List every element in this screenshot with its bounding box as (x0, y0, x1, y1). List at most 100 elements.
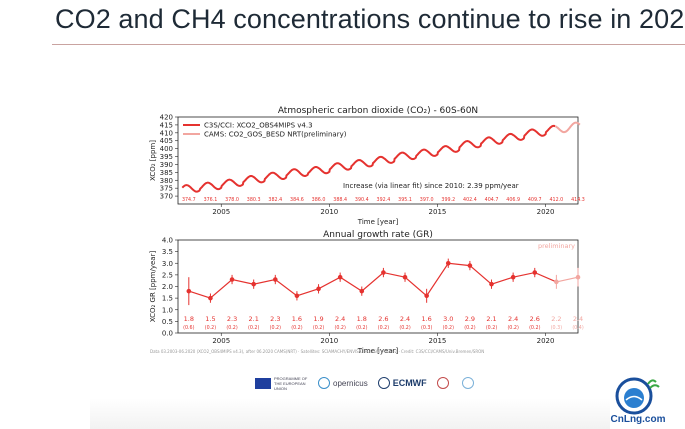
gr-y-tick-label: 1.5 (162, 295, 173, 303)
co2-annual-mean-label: 414.3 (571, 197, 585, 203)
gr-value-label: 2.4 (400, 315, 410, 323)
gr-uncertainty-label: (0.2) (356, 325, 368, 331)
gr-x-tick-label: 2015 (429, 337, 447, 345)
co2-annual-mean-label: 404.7 (485, 197, 499, 203)
gr-data-point (337, 274, 343, 280)
gr-value-label: 2.4 (335, 315, 345, 323)
gr-x-tick-label: 2010 (320, 337, 338, 345)
copernicus-icon (318, 377, 330, 389)
co2-annual-mean-label: 412.0 (550, 197, 564, 203)
co2-annual-mean-label: 378.0 (225, 197, 239, 203)
co2-y-tick-label: 390 (160, 161, 173, 169)
co2-annual-mean-label: 380.3 (247, 197, 261, 203)
gr-uncertainty-label: (0.2) (334, 325, 346, 331)
gr-uncertainty-label: (0.2) (399, 325, 411, 331)
gr-uncertainty-label: (0.3) (421, 325, 433, 331)
co2-x-tick-label: 2005 (212, 208, 230, 216)
co2-annual-mean-label: 376.1 (204, 197, 218, 203)
co2-y-tick-label: 415 (160, 121, 173, 129)
gr-data-point (402, 274, 408, 280)
partner-2-icon (461, 377, 474, 389)
footer-logos: PROGRAMME OF THE EUROPEAN UNION opernicu… (255, 372, 495, 394)
co2-series-obs4mips-line (181, 124, 556, 193)
gr-value-label: 2.3 (227, 315, 237, 323)
gr-x-axis-label: Time [year] (357, 347, 399, 355)
copernicus-logo: opernicus (318, 377, 368, 389)
co2-y-tick-label: 385 (160, 169, 173, 177)
co2-y-tick-label: 420 (160, 114, 173, 122)
gr-value-label: 1.6 (421, 315, 431, 323)
gr-data-point (294, 293, 300, 299)
gr-data-point (510, 274, 516, 280)
gr-value-label: 3.0 (443, 315, 453, 323)
gr-chart-title: Annual growth rate (GR) (323, 230, 433, 240)
gr-y-tick-label: 2.5 (162, 271, 173, 279)
co2-x-tick-label: 2010 (320, 208, 338, 216)
gr-uncertainty-label: (0.2) (443, 325, 455, 331)
co2-plot-area (177, 116, 579, 205)
gr-value-label: 2.4 (508, 315, 518, 323)
co2-x-tick-label: 2020 (537, 208, 555, 216)
gr-data-point (208, 295, 213, 301)
gr-value-label: 2.4 (573, 315, 583, 323)
gr-value-label: 2.2 (551, 315, 561, 323)
gr-uncertainty-label: (0.2) (205, 325, 217, 331)
co2-y-tick-label: 400 (160, 145, 173, 153)
gr-data-point (575, 274, 581, 280)
gr-data-point (316, 286, 321, 292)
gr-x-tick-label: 2020 (537, 337, 555, 345)
gr-data-point (532, 270, 538, 275)
gr-value-label: 2.6 (530, 315, 540, 323)
partner-logo-2 (461, 377, 477, 389)
gr-plot-area (177, 239, 579, 334)
co2-series-cams-nrt-line (554, 121, 581, 134)
data-credit: Data 03.2003-06.2020 (XCO2_OBS4MIPS v4.3… (150, 349, 485, 354)
co2-annual-mean-label: 406.9 (506, 197, 520, 203)
co2-annual-mean-label: 388.4 (333, 197, 347, 203)
gr-uncertainty-label: (0.2) (248, 325, 260, 331)
gr-uncertainty-label: (0.2) (507, 325, 519, 331)
gr-uncertainty-label: (0.2) (378, 325, 390, 331)
gr-value-label: 1.9 (313, 315, 323, 323)
title-divider (52, 44, 685, 45)
gr-data-point (424, 293, 429, 299)
co2-y-tick-label: 370 (160, 193, 173, 201)
gr-series-line-preliminary (556, 276, 579, 283)
gr-value-label: 2.1 (249, 315, 259, 323)
bottom-fade (90, 398, 610, 429)
gr-y-tick-label: 4.0 (162, 237, 173, 245)
eu-flag-icon (255, 377, 271, 389)
gr-y-tick-label: 1.0 (162, 306, 173, 314)
gr-value-label: 2.3 (270, 315, 280, 323)
gr-value-label: 1.8 (357, 315, 367, 323)
co2-annual-mean-label: 409.7 (528, 197, 542, 203)
gr-value-label: 2.9 (465, 315, 475, 323)
gr-uncertainty-label: (0.2) (529, 325, 541, 331)
cnlng-logo: CnLng.com (611, 377, 666, 425)
co2-annual-mean-label: 386.0 (312, 197, 326, 203)
gr-y-tick-label: 0.0 (162, 330, 173, 338)
co2-annual-mean-label: 384.6 (290, 197, 304, 203)
gr-preliminary-label: preliminary (538, 242, 575, 250)
co2-y-tick-label: 410 (160, 129, 173, 137)
gr-y-tick-label: 0.5 (162, 318, 173, 326)
gr-uncertainty-label: (0.2) (270, 325, 282, 331)
gr-series-line (188, 262, 557, 299)
ecmwf-icon (377, 377, 390, 389)
gr-data-point (272, 277, 278, 282)
gr-uncertainty-label: (0.2) (291, 325, 303, 331)
gr-data-point (381, 270, 386, 275)
gr-value-label: 1.5 (205, 315, 215, 323)
gr-y-axis-label: XCO₂ GR [ppm/year] (149, 251, 157, 323)
ecmwf-logo: ECMWF (377, 377, 427, 389)
gr-uncertainty-label: (0.4) (572, 325, 584, 331)
gr-value-label: 2.6 (378, 315, 388, 323)
gr-data-point (445, 260, 451, 266)
slide-title: CO2 and CH4 concentrations continue to r… (55, 4, 685, 34)
co2-annual-mean-label: 392.4 (377, 197, 391, 203)
co2-annual-mean-label: 382.4 (268, 197, 282, 203)
co2-y-tick-label: 380 (160, 177, 173, 185)
co2-trend-annotation: Increase (via linear fit) since 2010: 2.… (343, 182, 519, 190)
gr-y-tick-label: 2.0 (162, 283, 173, 291)
